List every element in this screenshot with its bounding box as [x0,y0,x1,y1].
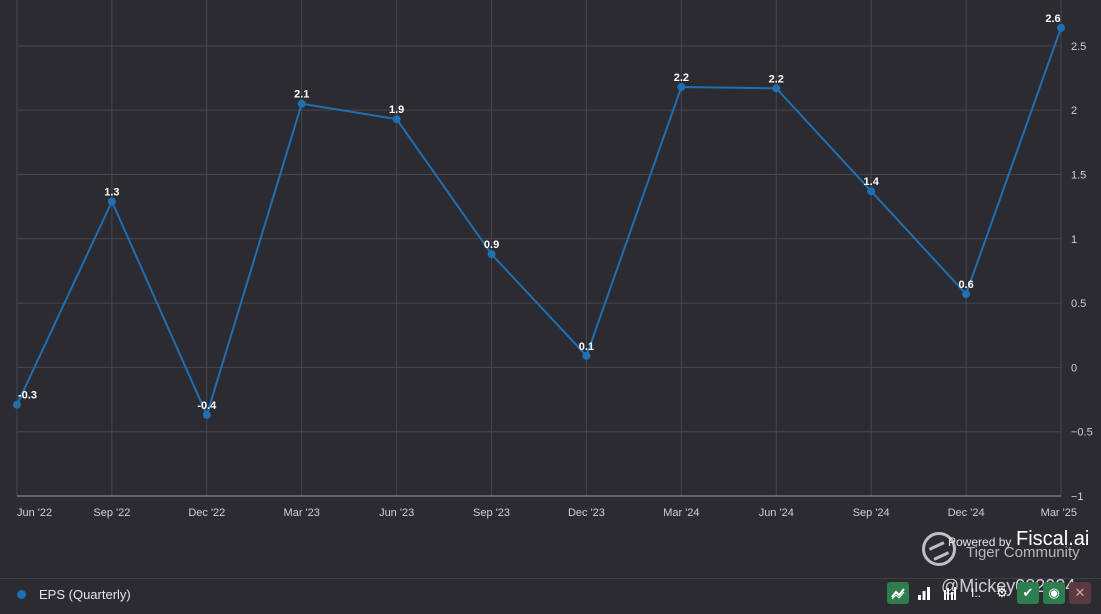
eps-line-chart: Jun '22 Sep '22 Dec '22 Mar '23 Jun '23 Sep '… [13,0,1093,519]
data-label: 1.9 [389,104,404,116]
grid [16,0,1062,496]
data-point[interactable] [107,197,116,206]
x-tick-label: Dec '23 [568,507,605,519]
data-point[interactable] [392,115,401,124]
data-label: 0.9 [484,239,499,251]
watermark-powered: Powered by [948,535,1012,549]
eye-icon[interactable]: ◉ [1043,582,1065,604]
y-tick-label: −1 [1071,491,1084,503]
data-label: 2.2 [674,72,689,84]
data-point[interactable] [962,290,971,299]
watermark: Powered by Fiscal.ai Tiger Community [922,528,1097,576]
watermark-brand: Fiscal.ai [1016,528,1090,550]
gear-icon[interactable]: ⚙ [996,585,1008,600]
data-point[interactable] [297,99,306,108]
data-point[interactable] [867,187,876,196]
data-point[interactable] [772,84,781,93]
y-tick-label: 2.5 [1071,41,1086,53]
x-tick-label: Mar '25 [1041,507,1077,519]
y-tick-label: 2 [1071,105,1077,117]
bar-chart-icon[interactable] [913,582,935,604]
data-labels: -0.3 1.3 -0.4 2.1 1.9 0.9 0.1 2.2 2.2 1.4 0.6 2.6 [18,13,1061,412]
data-point[interactable] [1057,23,1065,32]
y-tick-label: −0.5 [1071,427,1093,439]
data-label: 2.2 [769,73,784,85]
data-label: 1.4 [864,176,880,188]
data-point[interactable] [13,400,21,409]
data-point[interactable] [582,351,591,360]
watermark-community: Tiger Community [966,544,1080,561]
data-label: 2.1 [294,89,309,101]
y-tick-label: 1 [1071,234,1077,246]
check-icon[interactable]: ✔ [1017,582,1039,604]
legend-label[interactable]: EPS (Quarterly) [39,587,131,602]
close-icon[interactable]: ✕ [1069,582,1091,604]
x-tick-label: Dec '22 [188,507,225,519]
y-tick-label: 0 [1071,362,1077,374]
legend-bar: EPS (Quarterly) [0,578,1101,614]
y-tick-label: 0.5 [1071,298,1086,310]
data-label: 2.6 [1045,13,1060,25]
data-label: 1.3 [104,186,119,198]
data-label: 0.1 [579,341,594,353]
x-tick-label: Dec '24 [948,507,985,519]
series-line [16,27,1062,418]
x-tick-label: Jun '23 [379,507,414,519]
x-tick-label: Jun '24 [759,507,794,519]
axes: Jun '22 Sep '22 Dec '22 Mar '23 Jun '23 Sep '… [17,41,1093,519]
fiscal-logo-icon [922,532,956,566]
x-tick-label: Jun '22 [17,507,52,519]
line-chart-icon[interactable] [887,582,909,604]
data-label: -0.3 [18,390,37,402]
data-label: -0.4 [197,400,217,412]
series-eps [13,23,1065,419]
x-tick-label: Sep '22 [93,507,130,519]
x-tick-label: Mar '23 [284,507,320,519]
grouped-bar-icon[interactable] [939,582,961,604]
data-point[interactable] [487,250,496,259]
watermark-user: @Mickey082024 [941,576,1076,596]
data-label: 0.6 [958,279,973,291]
data-point[interactable] [202,410,211,419]
x-tick-label: Sep '23 [473,507,510,519]
data-point[interactable] [677,83,686,92]
x-tick-label: Mar '24 [663,507,699,519]
more-options-button[interactable]: I.. [970,586,981,600]
y-tick-label: 1.5 [1071,169,1086,181]
legend-swatch [17,590,26,599]
x-tick-label: Sep '24 [853,507,890,519]
